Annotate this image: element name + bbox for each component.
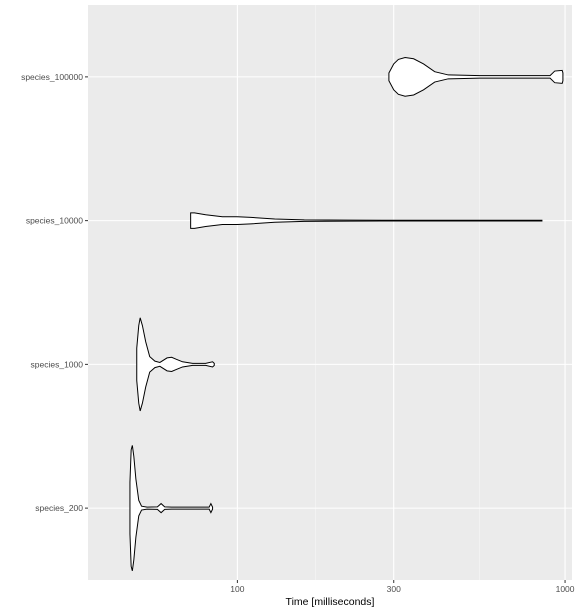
- x-tick-label: 1000: [556, 584, 575, 594]
- x-axis: 100 300 1000: [230, 580, 574, 594]
- y-tick-label: species_100000: [21, 72, 83, 82]
- y-tick-label: species_1000: [31, 359, 84, 369]
- y-axis: species_200 species_1000 species_10000 spec…: [21, 72, 88, 513]
- plot-panel: [88, 5, 572, 580]
- x-tick-label: 100: [230, 584, 244, 594]
- x-axis-title: Time [milliseconds]: [286, 596, 375, 608]
- y-tick-label: species_10000: [26, 216, 83, 226]
- y-tick-label: species_200: [35, 503, 83, 513]
- x-tick-label: 300: [387, 584, 401, 594]
